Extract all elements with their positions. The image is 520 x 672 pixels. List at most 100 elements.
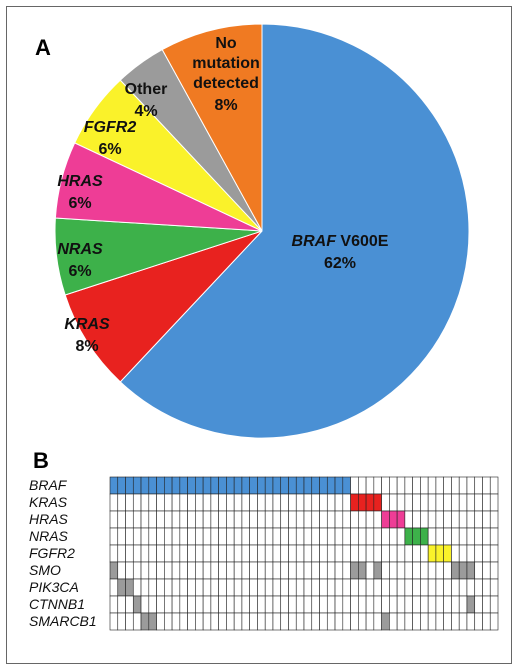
grid-cell-smarcb1-44 xyxy=(443,612,452,631)
grid-cell-smarcb1-47 xyxy=(466,612,476,631)
grid-cell-braf-12 xyxy=(195,476,204,495)
grid-cell-smarcb1-42 xyxy=(427,612,437,631)
grid-cell-smarcb1-40 xyxy=(412,612,421,631)
grid-cell-smo-9 xyxy=(171,561,181,580)
grid-cell-smarcb1-39 xyxy=(404,612,413,631)
grid-cell-ctnnb1-29 xyxy=(326,595,336,614)
grid-cell-nras-48 xyxy=(474,527,483,546)
grid-cell-pik3ca-25 xyxy=(295,578,305,597)
grid-cell-kras-28 xyxy=(319,493,328,512)
grid-cell-smarcb1-9 xyxy=(171,612,181,631)
grid-cell-hras-32 xyxy=(350,510,359,529)
grid-cell-pik3ca-45 xyxy=(451,578,460,597)
grid-cell-nras-20 xyxy=(257,527,266,546)
grid-cell-hras-2 xyxy=(117,510,126,529)
grid-cell-braf-18 xyxy=(241,476,250,495)
grid-cell-ctnnb1-48 xyxy=(474,595,483,614)
grid-cell-braf-36 xyxy=(381,476,390,495)
grid-cell-braf-42 xyxy=(427,476,437,495)
grid-cell-smarcb1-14 xyxy=(210,612,219,631)
grid-cell-smarcb1-3 xyxy=(125,612,134,631)
grid-cell-kras-9 xyxy=(171,493,181,512)
grid-cell-smarcb1-31 xyxy=(342,612,351,631)
grid-cell-smo-46 xyxy=(458,561,468,580)
grid-cell-smarcb1-7 xyxy=(156,612,165,631)
grid-cell-ctnnb1-37 xyxy=(389,595,398,614)
grid-cell-hras-21 xyxy=(264,510,274,529)
grid-cell-smarcb1-49 xyxy=(482,612,491,631)
grid-cell-fgfr2-40 xyxy=(412,544,421,563)
grid-cell-fgfr2-38 xyxy=(396,544,406,563)
grid-cell-smo-14 xyxy=(210,561,219,580)
grid-cell-hras-5 xyxy=(140,510,150,529)
grid-cell-smarcb1-16 xyxy=(226,612,235,631)
grid-cell-pik3ca-35 xyxy=(373,578,382,597)
grid-cell-hras-10 xyxy=(179,510,188,529)
grid-cell-braf-21 xyxy=(264,476,274,495)
grid-cell-smarcb1-12 xyxy=(195,612,204,631)
grid-cell-braf-46 xyxy=(458,476,468,495)
grid-cell-hras-34 xyxy=(365,510,375,529)
grid-cell-hras-15 xyxy=(218,510,227,529)
grid-row-label-fgfr2: FGFR2 xyxy=(29,545,75,561)
grid-cell-fgfr2-9 xyxy=(171,544,181,563)
grid-cell-smarcb1-45 xyxy=(451,612,460,631)
grid-cell-nras-10 xyxy=(179,527,188,546)
grid-cell-fgfr2-46 xyxy=(458,544,468,563)
grid-cell-pik3ca-6 xyxy=(148,578,157,597)
grid-cell-hras-14 xyxy=(210,510,219,529)
grid-cell-kras-48 xyxy=(474,493,483,512)
grid-row-label-smarcb1: SMARCB1 xyxy=(29,613,97,629)
grid-cell-fgfr2-12 xyxy=(195,544,204,563)
pie-label-nras: NRAS xyxy=(57,241,103,258)
grid-cell-ctnnb1-40 xyxy=(412,595,421,614)
grid-cell-ctnnb1-44 xyxy=(443,595,452,614)
grid-cell-nras-30 xyxy=(334,527,344,546)
grid-cell-nras-12 xyxy=(195,527,204,546)
grid-cell-hras-25 xyxy=(295,510,305,529)
grid-cell-nras-34 xyxy=(365,527,375,546)
grid-cell-pik3ca-13 xyxy=(202,578,212,597)
grid-cell-fgfr2-45 xyxy=(451,544,460,563)
grid-cell-nras-29 xyxy=(326,527,336,546)
grid-cell-fgfr2-18 xyxy=(241,544,250,563)
grid-cell-braf-45 xyxy=(451,476,460,495)
grid-cell-smo-10 xyxy=(179,561,188,580)
grid-cell-nras-38 xyxy=(396,527,406,546)
grid-cell-kras-40 xyxy=(412,493,421,512)
grid-cell-pik3ca-34 xyxy=(365,578,375,597)
grid-cell-smo-22 xyxy=(272,561,282,580)
grid-cell-braf-11 xyxy=(187,476,196,495)
pie-value-fgfr2: 6% xyxy=(98,141,121,158)
grid-cell-pik3ca-30 xyxy=(334,578,344,597)
pie-slice-kras xyxy=(64,230,263,383)
grid-cell-fgfr2-20 xyxy=(257,544,266,563)
grid-cell-braf-17 xyxy=(233,476,243,495)
grid-cell-fgfr2-5 xyxy=(140,544,150,563)
grid-cell-braf-3 xyxy=(125,476,134,495)
grid-cell-fgfr2-32 xyxy=(350,544,359,563)
grid-cell-nras-43 xyxy=(435,527,444,546)
grid-cell-kras-43 xyxy=(435,493,444,512)
grid-cell-fgfr2-30 xyxy=(334,544,344,563)
grid-cell-fgfr2-44 xyxy=(443,544,452,563)
grid-cell-fgfr2-23 xyxy=(280,544,289,563)
panel-b-label: B xyxy=(33,448,49,473)
grid-cell-fgfr2-27 xyxy=(311,544,320,563)
grid-cell-hras-48 xyxy=(474,510,483,529)
grid-cell-braf-5 xyxy=(140,476,150,495)
panel-a-label: A xyxy=(35,35,51,60)
grid-cell-hras-33 xyxy=(358,510,367,529)
grid-cell-smarcb1-29 xyxy=(326,612,336,631)
grid-cell-hras-12 xyxy=(195,510,204,529)
grid-cell-ctnnb1-20 xyxy=(257,595,266,614)
grid-cell-kras-22 xyxy=(272,493,282,512)
grid-cell-hras-16 xyxy=(226,510,235,529)
grid-cell-fgfr2-22 xyxy=(272,544,282,563)
grid-row-label-ctnnb1: CTNNB1 xyxy=(29,596,85,612)
pie-label-fgfr2: FGFR2 xyxy=(84,119,137,136)
grid-cell-fgfr2-37 xyxy=(389,544,398,563)
grid-cell-fgfr2-34 xyxy=(365,544,375,563)
grid-cell-nras-36 xyxy=(381,527,390,546)
